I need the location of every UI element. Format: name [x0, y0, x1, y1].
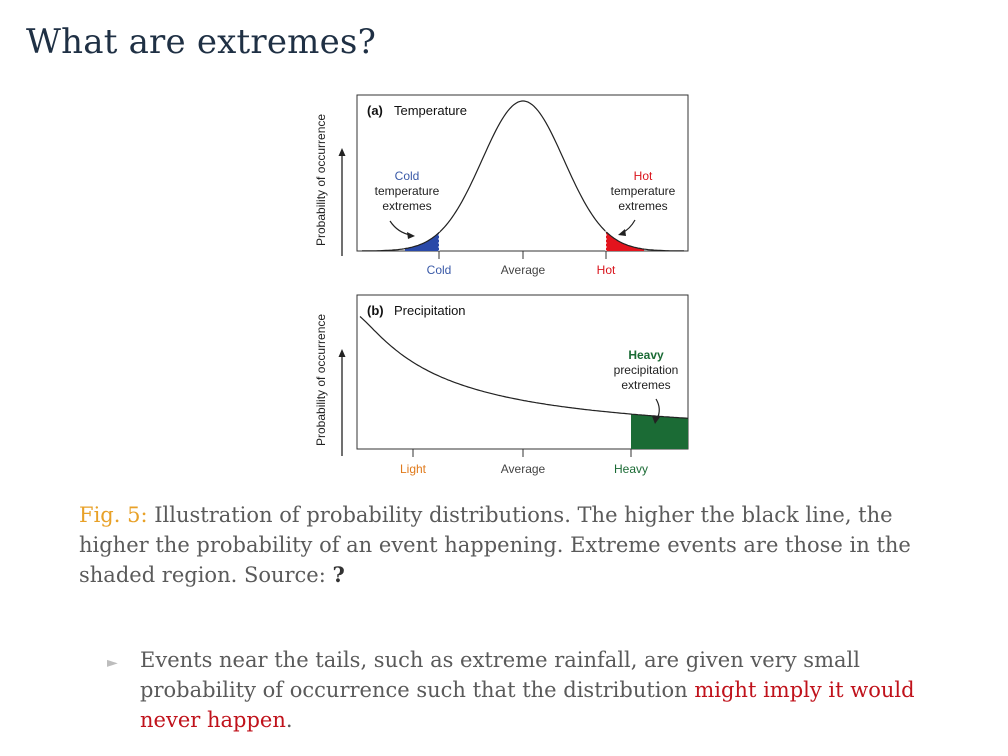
- cold-note-line-1: Cold: [395, 169, 420, 183]
- panel-b-label: (b): [367, 303, 384, 318]
- panel-temperature: Probability of occurrence (a) Temperatur…: [314, 94, 689, 277]
- panel-a-title: Temperature: [394, 103, 467, 118]
- panel-b-tick-label-light: Light: [400, 462, 427, 476]
- citation-link[interactable]: ?: [332, 562, 345, 587]
- heavy-precip-extreme-shading: [631, 414, 688, 449]
- panel-b-y-arrowhead: [338, 349, 346, 357]
- bullet-text-before: Events near the tails, such as extreme r…: [140, 648, 860, 702]
- cold-extremes-note: Cold temperature extremes: [375, 169, 440, 213]
- panel-a-ylabel: Probability of occurrence: [314, 114, 328, 246]
- cold-note-line-3: extremes: [382, 199, 431, 213]
- bullet-highlight: might imply it would never happen: [140, 678, 915, 732]
- hot-note-arrowhead: [618, 229, 626, 236]
- panel-a-y-arrowhead: [338, 148, 346, 156]
- panel-a-tick-label-cold: Cold: [427, 263, 452, 277]
- panel-a-tick-label-average: Average: [501, 263, 546, 277]
- panel-b-tick-label-heavy: Heavy: [614, 462, 648, 476]
- heavy-note-arrowhead: [652, 416, 660, 424]
- temperature-distribution-curve: [362, 100, 684, 252]
- cold-extreme-shading: [405, 232, 439, 251]
- hot-note-line-3: extremes: [618, 199, 667, 213]
- hot-extreme-shading: [606, 231, 644, 251]
- panel-a-tick-label-hot: Hot: [597, 263, 616, 277]
- heavy-note-line-1: Heavy: [628, 348, 664, 362]
- bullet-list: ► Events near the tails, such as extreme …: [107, 645, 927, 735]
- hot-note-line-2: temperature: [611, 184, 676, 198]
- heavy-note-line-3: extremes: [621, 378, 670, 392]
- heavy-note-line-2: precipitation: [614, 363, 679, 377]
- figure-caption: Fig. 5: Illustration of probability dist…: [79, 500, 939, 590]
- precipitation-distribution-curve: [359, 316, 689, 419]
- probability-distribution-figure: Probability of occurrence (a) Temperatur…: [314, 94, 689, 476]
- cold-note-line-2: temperature: [375, 184, 440, 198]
- figure-caption-label: Fig. 5:: [79, 503, 148, 527]
- hot-extremes-note: Hot temperature extremes: [611, 169, 676, 213]
- panel-precipitation: Probability of occurrence (b) Precipitat…: [314, 294, 689, 476]
- hot-note-line-1: Hot: [634, 169, 653, 183]
- bullet-text-after: .: [285, 708, 293, 732]
- figure-caption-text: Illustration of probability distribution…: [79, 503, 911, 587]
- panel-b-title: Precipitation: [394, 303, 466, 318]
- panel-a-label: (a): [367, 103, 383, 118]
- heavy-precip-note: Heavy precipitation extremes: [614, 348, 679, 392]
- panel-b-ylabel: Probability of occurrence: [314, 314, 328, 446]
- triangle-bullet-icon: ►: [107, 655, 118, 671]
- panel-b-tick-label-average: Average: [501, 462, 546, 476]
- cold-note-arrowhead: [407, 232, 415, 239]
- slide-title: What are extremes?: [26, 22, 377, 62]
- list-item: ► Events near the tails, such as extreme …: [107, 645, 927, 735]
